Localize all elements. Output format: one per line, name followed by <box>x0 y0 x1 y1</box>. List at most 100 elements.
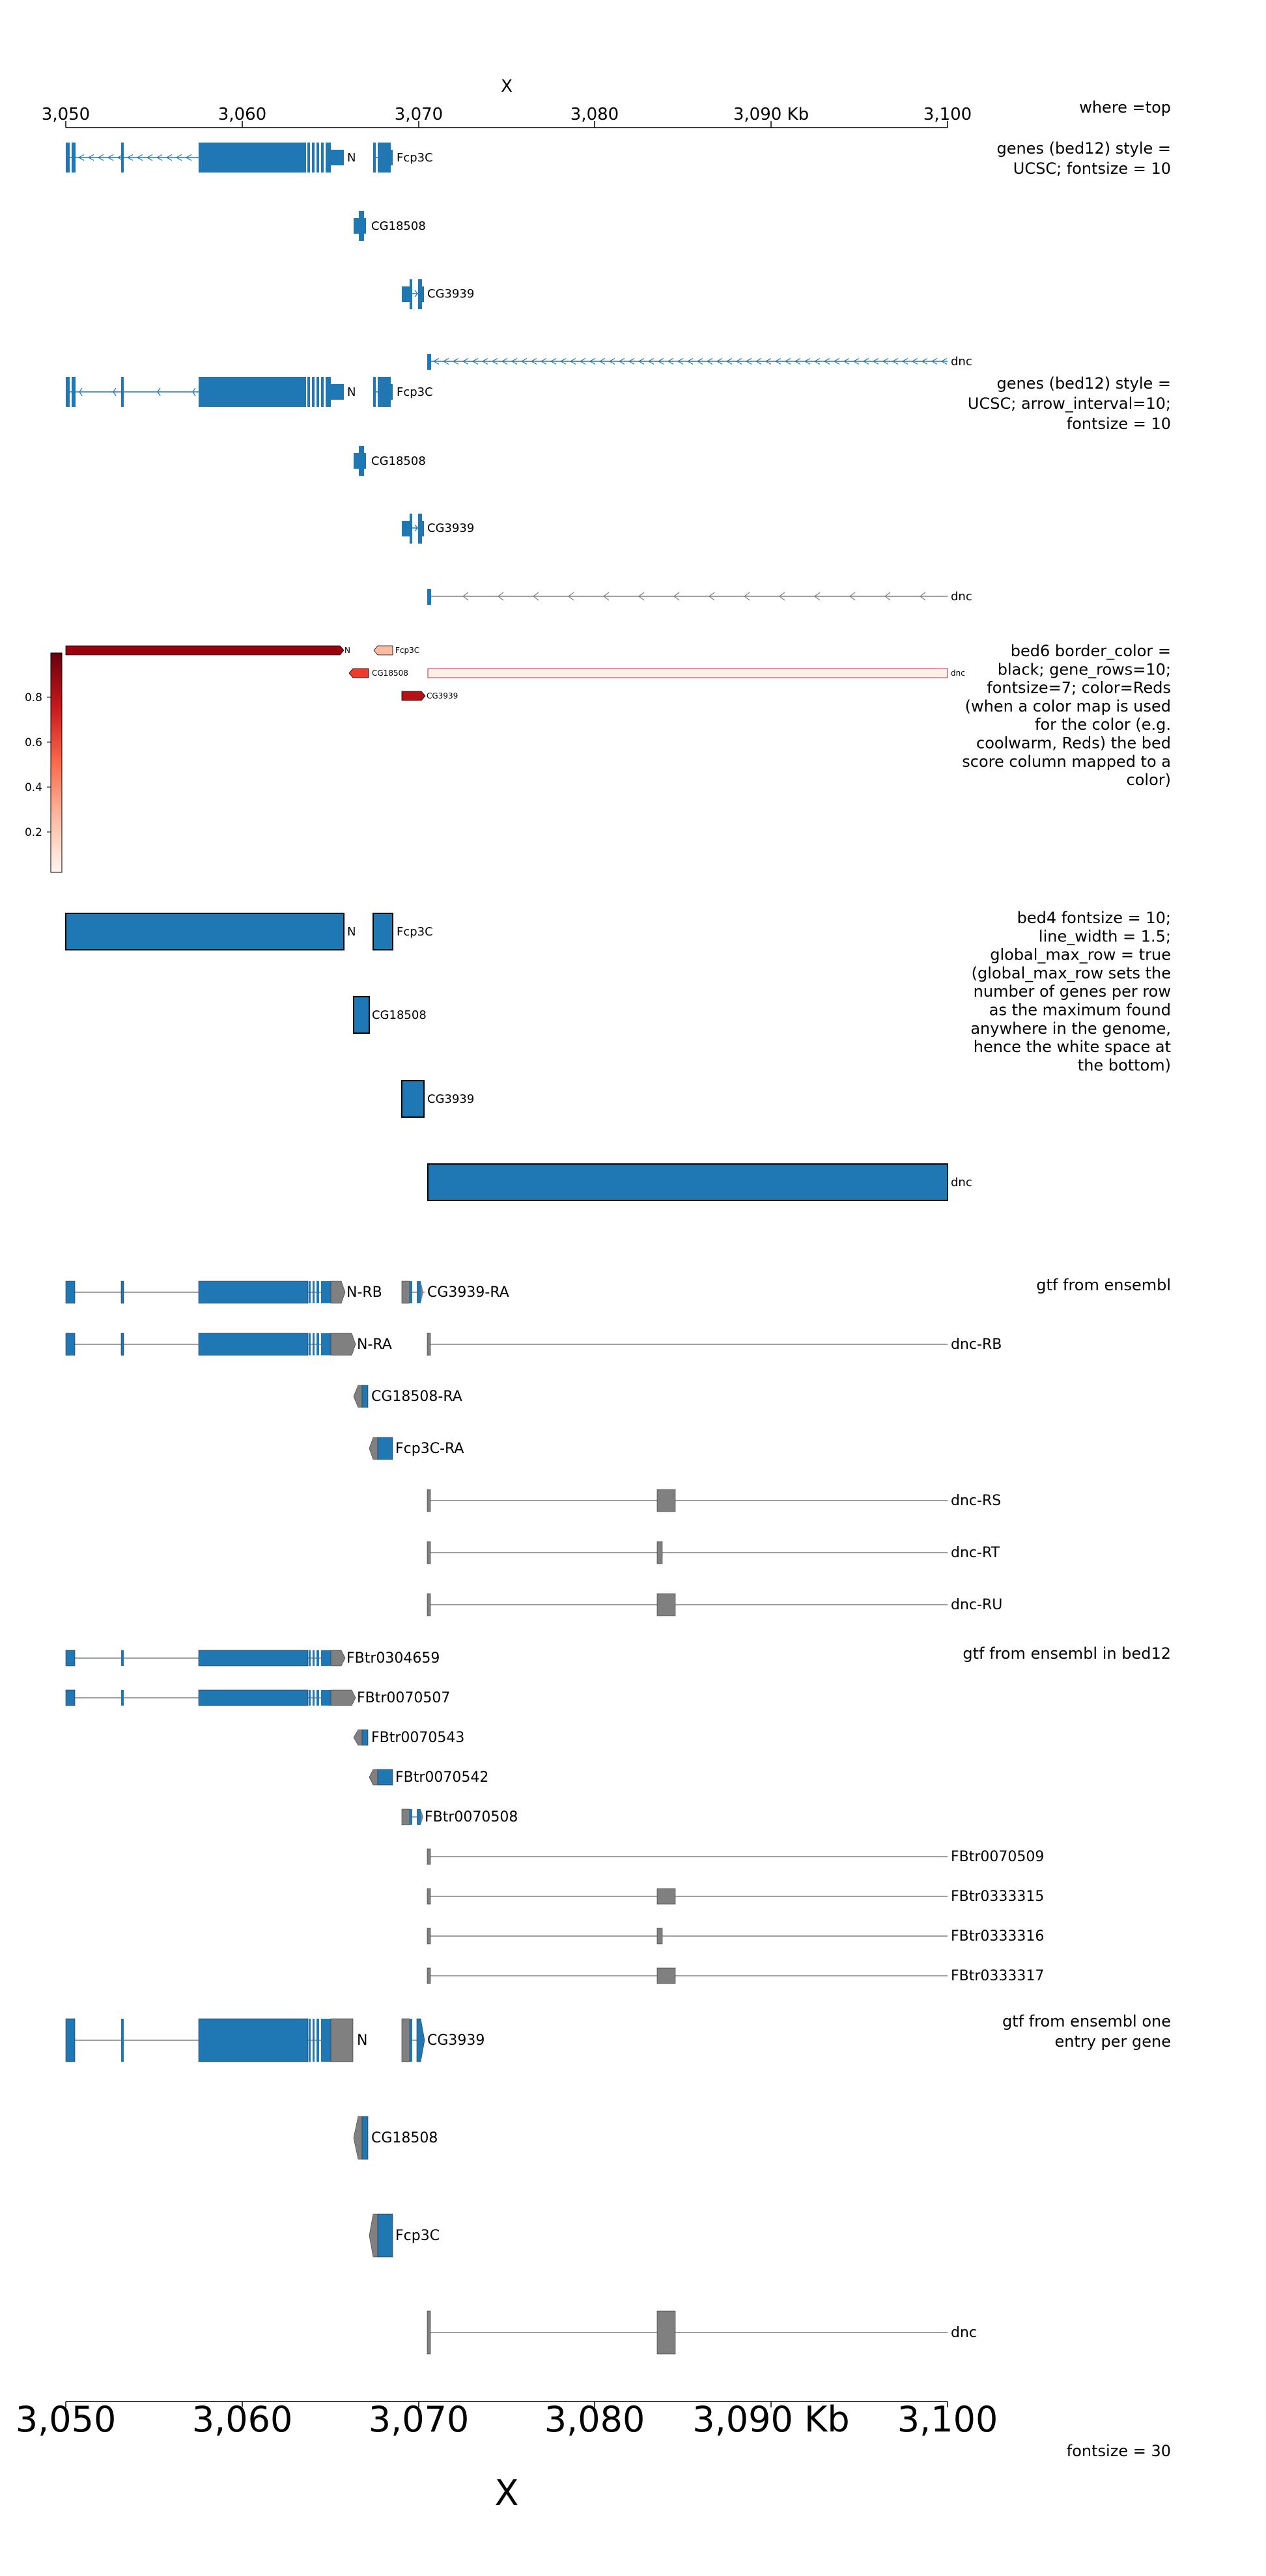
bottom-axis-tick-label: 3,100 <box>897 2399 998 2440</box>
gene-label-fbtr0070543: FBtr0070543 <box>371 1730 464 1746</box>
gene-label-dnc-ru: dnc-RU <box>951 1597 1002 1613</box>
strand-arrow <box>921 357 928 365</box>
gene-dnc: dnc <box>427 1163 972 1201</box>
gene-label-cg3939: CG3939 <box>427 1092 474 1106</box>
strand-arrow <box>872 357 879 365</box>
gene-label-fbtr0070508: FBtr0070508 <box>425 1809 518 1825</box>
strand-arrow <box>628 357 635 365</box>
gene-label-cg18508: CG18508 <box>371 454 426 468</box>
strand-arrow <box>185 154 192 161</box>
top-axis-tick-label: 3,100 <box>923 105 972 124</box>
strand-arrow <box>852 357 860 365</box>
strand-arrow <box>481 357 488 365</box>
strand-arrow <box>745 357 752 365</box>
gene-label-cg18508: CG18508 <box>371 219 426 233</box>
strand-arrow <box>892 357 899 365</box>
track-label-text: gtf from ensembl <box>1036 1276 1171 1294</box>
strand-arrow <box>559 357 567 365</box>
strand-arrow <box>603 592 610 601</box>
gene-cg3939: CG3939 <box>401 691 458 701</box>
gene-label-cg3939: CG3939 <box>427 2032 485 2049</box>
bottom-axis: 3,050 3,060 3,070 3,080 3,090 Kb 3,100 X <box>16 2399 998 2514</box>
gene-label-cg18508-ra: CG18508-RA <box>371 1389 462 1405</box>
gene-cg3939: CG3939 <box>401 2018 485 2062</box>
strand-arrow <box>882 357 889 365</box>
track-gtf-bed12: gtf from ensembl in bed12 FBtr0304659 FB… <box>65 1644 1171 1984</box>
top-axis: X 3,050 3,060 3,070 3,080 3,090 Kb 3,100 <box>42 77 972 128</box>
strand-arrow <box>432 357 440 365</box>
strand-arrow <box>442 357 449 365</box>
track-label-bed6-reds: bed6 border_color = black; gene_rows=10; f… <box>962 642 1171 789</box>
track-label-text: bed6 border_color = black; gene_rows=10; f… <box>962 642 1171 789</box>
gene-cg3939: CG3939 <box>402 279 474 309</box>
bottom-axis-tick-label: 3,090 Kb <box>692 2399 849 2440</box>
gene-n: N <box>65 2018 367 2062</box>
gene-dnc: dnc <box>427 2310 977 2355</box>
gene-label-fcp3c: Fcp3C <box>397 385 433 399</box>
strand-arrow <box>849 592 856 601</box>
strand-arrow <box>175 154 182 161</box>
gene-cg18508: CG18508 <box>354 446 426 476</box>
gene-label-fcp3c: Fcp3C <box>395 646 419 655</box>
strand-arrow <box>686 357 694 365</box>
transcript-fbtr0070507: FBtr0070507 <box>65 1689 450 1706</box>
transcript-fbtr0070508: FBtr0070508 <box>401 1808 518 1825</box>
strand-arrow <box>569 357 576 365</box>
strand-arrow <box>755 357 762 365</box>
gene-label-fcp3c: Fcp3C <box>397 151 433 165</box>
gene-label-n-rb: N-RB <box>346 1284 382 1301</box>
track-label-text: bed4 fontsize = 10; line_width = 1.5; glob… <box>970 909 1171 1074</box>
strand-arrow <box>501 357 508 365</box>
track-gtf: gtf from ensembl N-RB CG3939-RA <box>65 1276 1171 1616</box>
transcript-dnc-rt: dnc-RT <box>427 1541 1000 1564</box>
strand-arrow <box>725 357 733 365</box>
bottom-axis-title: X <box>495 2472 519 2514</box>
gene-label-n: N <box>347 385 356 399</box>
gene-label-dnc: dnc <box>951 355 972 368</box>
gene-label-fcp3c: Fcp3C <box>395 2228 440 2244</box>
transcript-dnc-rb: dnc-RB <box>427 1333 1002 1356</box>
gene-fcp3c: Fcp3C <box>373 143 433 173</box>
strand-arrow <box>530 357 537 365</box>
track-label-text: gtf from ensembl one entry per gene <box>1002 2012 1171 2051</box>
transcript-dnc-rs: dnc-RS <box>427 1489 1001 1512</box>
strand-arrow <box>533 592 539 601</box>
gene-label-dnc: dnc <box>951 590 972 603</box>
track-label-axis-top: where =top <box>1079 98 1171 117</box>
strand-arrow <box>491 357 498 365</box>
strand-arrow <box>813 357 821 365</box>
strand-arrow <box>97 154 104 161</box>
strand-arrow <box>589 357 596 365</box>
gene-label-fbtr0333316: FBtr0333316 <box>951 1928 1044 1945</box>
gene-label-dnc: dnc <box>951 2325 977 2341</box>
strand-arrow <box>638 592 645 601</box>
gene-dnc: dnc <box>427 589 972 605</box>
strand-arrow <box>920 592 926 601</box>
gene-n: N <box>65 913 356 950</box>
gene-label-n: N <box>347 151 356 165</box>
strand-arrow <box>884 592 891 601</box>
intron-arrows <box>432 357 948 365</box>
strand-arrow <box>647 357 654 365</box>
track-label-axis-bottom: fontsize = 30 <box>1067 2442 1171 2460</box>
strand-arrow <box>471 357 479 365</box>
track-label-gtf-one-per-gene: gtf from ensembl one entry per gene <box>1002 2012 1171 2051</box>
top-axis-title: X <box>501 77 513 96</box>
gene-label-cg18508: CG18508 <box>372 669 408 678</box>
gene-label-dnc: dnc <box>951 669 965 678</box>
strand-arrow <box>774 357 781 365</box>
transcript-n-rb: N-RB <box>65 1281 382 1304</box>
strand-arrow <box>667 357 674 365</box>
strand-arrow <box>673 592 680 601</box>
track-label-gtf: gtf from ensembl <box>1036 1276 1171 1294</box>
transcript-cg18508-ra: CG18508-RA <box>353 1385 462 1408</box>
gene-dnc: dnc <box>427 354 972 370</box>
gene-label-n: N <box>357 2032 367 2049</box>
strand-arrow <box>638 357 645 365</box>
track-label-gtf-bed12: gtf from ensembl in bed12 <box>963 1644 1171 1663</box>
bottom-axis-tick-label: 3,060 <box>192 2399 293 2440</box>
track-label-text: gtf from ensembl in bed12 <box>963 1644 1171 1663</box>
gene-label-cg3939-ra: CG3939-RA <box>427 1284 509 1301</box>
gene-label-fcp3c-ra: Fcp3C-RA <box>395 1441 464 1457</box>
bottom-axis-tick-label: 3,070 <box>369 2399 470 2440</box>
